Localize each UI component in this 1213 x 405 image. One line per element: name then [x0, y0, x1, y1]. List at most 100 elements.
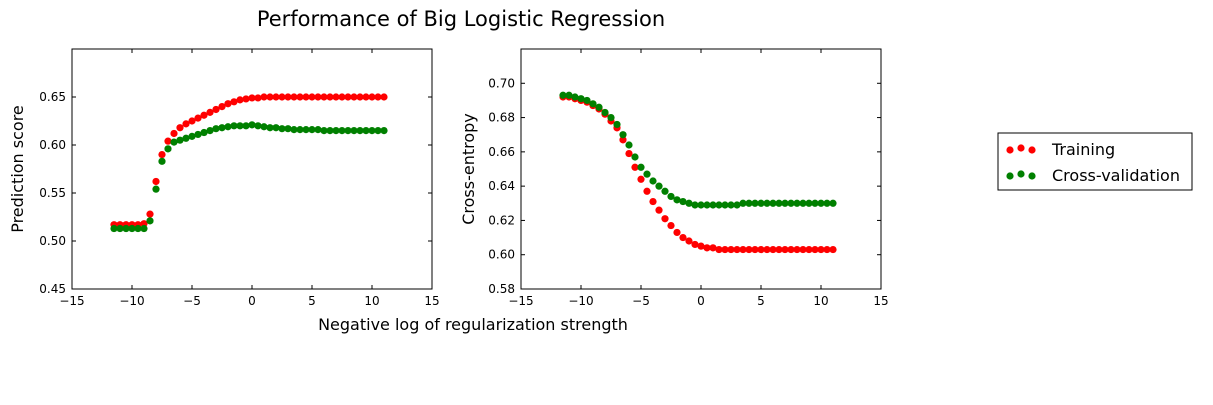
prediction-score-cross-validation-point — [140, 224, 148, 233]
cross-entropy-cross-validation-point — [577, 95, 585, 103]
prediction-score-training-point — [362, 93, 370, 101]
legend-cross-validation-label: Cross-validation — [1052, 166, 1180, 185]
prediction-score-training-point — [224, 100, 232, 108]
cross-entropy-panel: −15 −10 −5 0 5 10 15 0.58 0.60 0.62 0.64 0.66 0.68 0.… — [459, 48, 889, 308]
prediction-score-xtick-label: 5 — [308, 294, 316, 308]
cross-entropy-training-point — [673, 228, 681, 237]
cross-entropy-cross-validation-point — [799, 199, 807, 207]
cross-entropy-cross-validation-point — [685, 199, 693, 207]
cross-entropy-cross-validation-point — [775, 199, 783, 207]
cross-entropy-training-point — [631, 163, 639, 171]
prediction-score-cross-validation-point — [266, 124, 274, 132]
prediction-score-training-point — [194, 114, 202, 122]
shared-xlabel: Negative log of regularization strength — [318, 315, 628, 334]
prediction-score-training-point — [296, 93, 304, 101]
cross-entropy-cross-validation-point — [727, 201, 735, 209]
prediction-score-cross-validation-point — [152, 185, 160, 193]
cross-entropy-xtick-label: 5 — [757, 294, 765, 308]
cross-entropy-training-point — [775, 245, 783, 254]
legend-cross-validation-marker — [1017, 170, 1025, 178]
prediction-score-cross-validation-point — [254, 122, 262, 130]
cross-entropy-xtick-label: −5 — [632, 294, 650, 308]
prediction-score-ticks: −15 −10 −5 0 5 10 15 0.45 0.50 0.55 0.60 0.65 — [39, 49, 440, 308]
cross-entropy-training-point — [691, 240, 699, 249]
prediction-score-cross-validation-point — [344, 127, 352, 135]
prediction-score-xtick-label: 10 — [364, 294, 379, 308]
prediction-score-training-point — [248, 94, 256, 102]
cross-entropy-training-point — [751, 245, 759, 254]
prediction-score-training-point — [218, 103, 226, 111]
prediction-score-cross-validation-point — [176, 136, 184, 144]
cross-entropy-cross-validation-point — [589, 100, 597, 108]
prediction-score-cross-validation-point — [194, 130, 202, 139]
cross-entropy-training-point — [817, 245, 825, 254]
prediction-score-training-point — [290, 93, 298, 101]
prediction-score-training-point — [344, 93, 352, 101]
prediction-score-training-point — [206, 108, 214, 116]
cross-entropy-cross-validation-point — [565, 91, 573, 99]
cross-entropy-xtick-label: −15 — [508, 294, 533, 308]
cross-entropy-ytick-label: 0.68 — [488, 111, 515, 125]
cross-entropy-cross-validation-point — [601, 108, 609, 117]
cross-entropy-training-point — [703, 244, 711, 252]
cross-entropy-cross-validation-point — [571, 93, 579, 101]
prediction-score-cross-validation-point — [278, 125, 286, 133]
prediction-score-marks — [110, 93, 388, 233]
prediction-score-cross-validation-point — [122, 224, 130, 233]
cross-entropy-training-point — [829, 245, 837, 254]
prediction-score-cross-validation-point — [362, 127, 370, 135]
prediction-score-training-point — [302, 93, 310, 101]
cross-entropy-cross-validation-point — [745, 199, 753, 207]
cross-entropy-training-point — [667, 221, 675, 230]
prediction-score-cross-validation-point — [326, 127, 334, 135]
cross-entropy-cross-validation-point — [715, 201, 723, 209]
cross-entropy-xtick-label: 15 — [873, 294, 888, 308]
prediction-score-cross-validation-point — [116, 224, 124, 233]
prediction-score-ytick-label: 0.65 — [39, 90, 66, 104]
prediction-score-cross-validation-point — [224, 123, 232, 131]
prediction-score-cross-validation-point — [368, 127, 376, 135]
cross-entropy-training-point — [793, 245, 801, 254]
prediction-score-training-point — [230, 98, 238, 106]
prediction-score-xtick-label: 15 — [424, 294, 439, 308]
prediction-score-training-point — [164, 137, 172, 145]
cross-entropy-marks — [559, 91, 837, 254]
legend-training-marker — [1006, 146, 1014, 154]
prediction-score-cross-validation-point — [290, 126, 298, 134]
cross-entropy-ytick-label: 0.70 — [488, 76, 515, 90]
cross-entropy-ytick-label: 0.58 — [488, 282, 515, 296]
prediction-score-training-point — [320, 93, 328, 101]
cross-entropy-training-point — [697, 242, 705, 250]
prediction-score-cross-validation-point — [170, 138, 178, 146]
cross-entropy-cross-validation-point — [625, 141, 633, 149]
prediction-score-panel: −15 −10 −5 0 5 10 15 0.45 0.50 0.55 0.60 0.65 Predi… — [8, 48, 440, 308]
prediction-score-xtick-label: −5 — [183, 294, 201, 308]
cross-entropy-cross-validation-point — [769, 199, 777, 207]
prediction-score-cross-validation-point — [356, 127, 364, 135]
cross-entropy-training-point — [739, 245, 747, 254]
cross-entropy-training-point — [625, 149, 633, 158]
prediction-score-training-point — [380, 93, 388, 101]
prediction-score-training-point — [326, 93, 334, 101]
prediction-score-training-point — [266, 93, 274, 101]
prediction-score-ytick-label: 0.50 — [39, 234, 66, 248]
cross-entropy-cross-validation-point — [817, 199, 825, 207]
legend-training-marker — [1017, 144, 1025, 152]
cross-entropy-xtick-label: −10 — [568, 294, 593, 308]
prediction-score-cross-validation-point — [380, 127, 388, 135]
prediction-score-training-point — [158, 151, 166, 159]
legend-frame — [997, 132, 1193, 191]
cross-entropy-training-point — [787, 245, 795, 254]
cross-entropy-training-point — [733, 245, 741, 254]
prediction-score-cross-validation-point — [146, 217, 154, 225]
cross-entropy-cross-validation-point — [649, 177, 657, 185]
prediction-score-training-point — [350, 93, 358, 101]
cross-entropy-cross-validation-point — [721, 201, 729, 209]
cross-entropy-training-point — [709, 244, 717, 252]
prediction-score-training-point — [356, 93, 364, 101]
cross-entropy-training-point — [655, 206, 663, 214]
cross-entropy-training-point — [685, 237, 693, 245]
prediction-score-training-point — [242, 95, 250, 103]
prediction-score-cross-validation-point — [230, 122, 238, 130]
cross-entropy-ytick-label: 0.62 — [488, 213, 515, 227]
